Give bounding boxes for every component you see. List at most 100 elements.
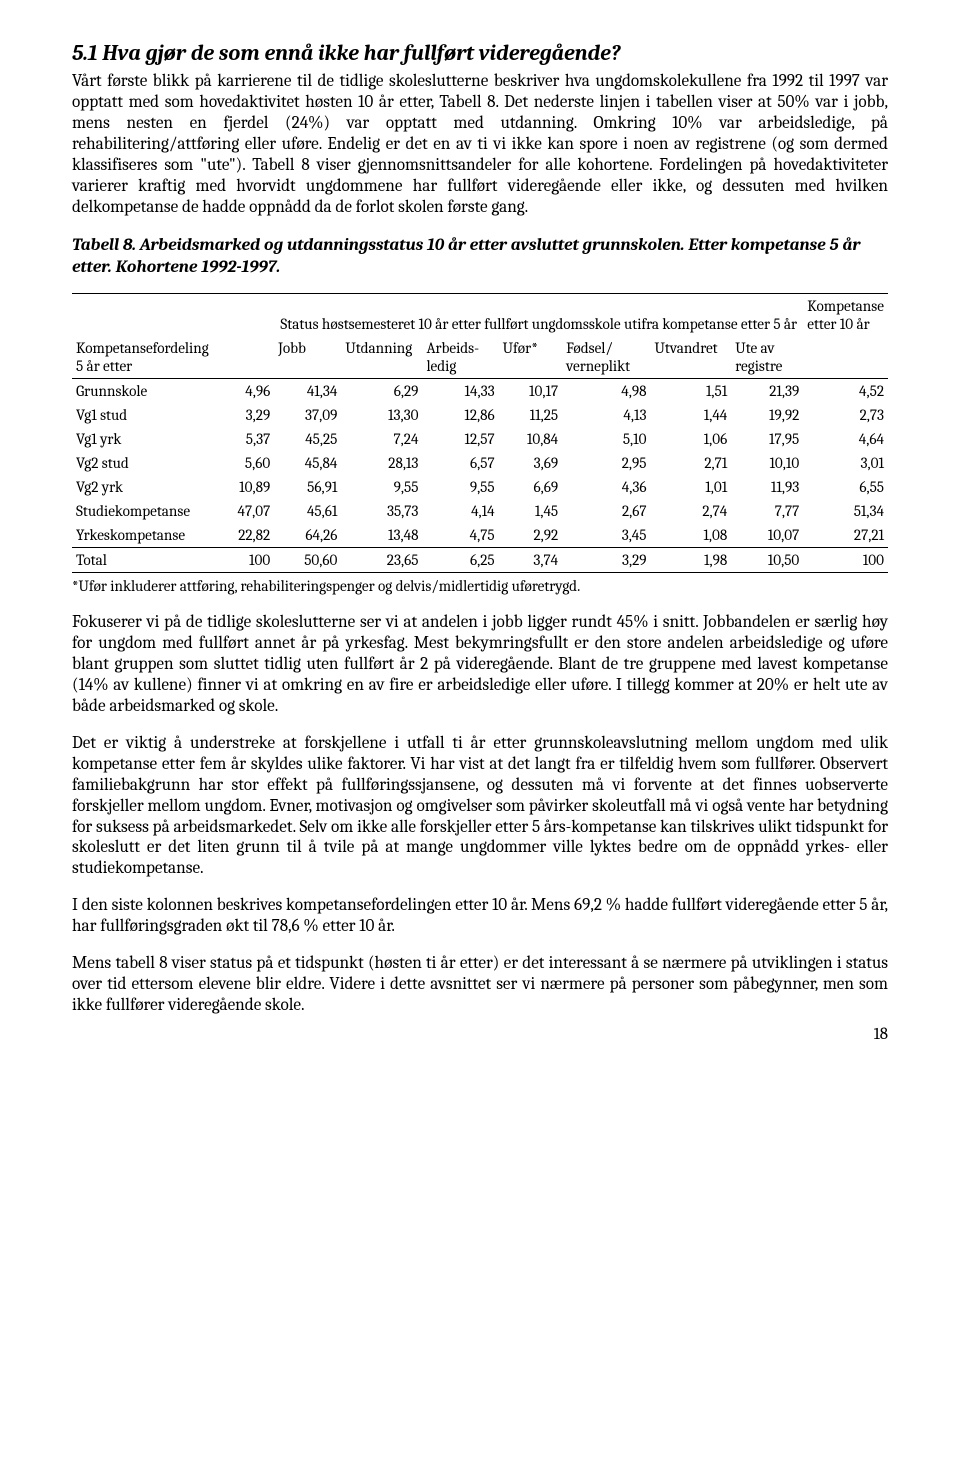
cell: 64,26: [274, 523, 341, 548]
col-jobb: Jobb: [274, 336, 341, 379]
row-dist: 10,89: [218, 475, 274, 499]
para-1: Vårt første blikk på karrierene til de t…: [72, 72, 888, 219]
cell: 4,13: [562, 403, 650, 427]
col-ufor: Ufør*: [499, 336, 563, 379]
table-header-cols: Kompetansefordeling 5 år etter Jobb Utda…: [72, 336, 888, 379]
cell: 1,01: [651, 475, 732, 499]
cell: 7,77: [731, 499, 803, 523]
row-label: Vg1 stud: [72, 403, 218, 427]
table-8: Status høstsemesteret 10 år etter fullfø…: [72, 293, 888, 573]
table-header-group: Status høstsemesteret 10 år etter fullfø…: [72, 293, 888, 336]
table-row: Total10050,6023,656,253,743,291,9810,501…: [72, 547, 888, 572]
row-dist: 100: [218, 547, 274, 572]
cell: 3,45: [562, 523, 650, 548]
rhl1: Kompetansefordeling: [76, 339, 209, 357]
cell: 37,09: [274, 403, 341, 427]
cell: 2,92: [499, 523, 563, 548]
table-caption: Tabell 8. Arbeidsmarked og utdanningssta…: [72, 235, 888, 279]
cell: 1,44: [651, 403, 732, 427]
cell: 12,57: [422, 427, 498, 451]
rhl2: 5 år etter: [76, 357, 132, 375]
cell: 21,39: [731, 378, 803, 403]
group-header-text: Status høstsemesteret 10 år etter fullfø…: [280, 315, 797, 333]
cell: 13,30: [341, 403, 422, 427]
cell: 45,25: [274, 427, 341, 451]
row-dist: 3,29: [218, 403, 274, 427]
row-dist: 22,82: [218, 523, 274, 548]
cell: 5,10: [562, 427, 650, 451]
para-4: I den siste kolonnen beskrives kompetans…: [72, 896, 888, 938]
table-body: Grunnskole4,9641,346,2914,3310,174,981,5…: [72, 378, 888, 572]
group-header-komp: Kompetanse etter 10 år: [803, 293, 888, 336]
cell: 19,92: [731, 403, 803, 427]
cell: 4,14: [422, 499, 498, 523]
cell: 2,74: [651, 499, 732, 523]
cell: 35,73: [341, 499, 422, 523]
row-label: Yrkeskompetanse: [72, 523, 218, 548]
cell: 1,51: [651, 378, 732, 403]
table-row: Studiekompetanse47,0745,6135,734,141,452…: [72, 499, 888, 523]
row-label: Studiekompetanse: [72, 499, 218, 523]
cell: 9,55: [422, 475, 498, 499]
cell: 2,67: [562, 499, 650, 523]
cell: 10,50: [731, 547, 803, 572]
para-5: Mens tabell 8 viser status på et tidspun…: [72, 954, 888, 1017]
row-header-label: Kompetansefordeling 5 år etter: [72, 336, 218, 379]
cell: 13,48: [341, 523, 422, 548]
table-row: Vg2 stud5,6045,8428,136,573,692,952,7110…: [72, 451, 888, 475]
col-fodsel: Fødsel/verneplikt: [562, 336, 650, 379]
cell: 4,36: [562, 475, 650, 499]
page: 5.1 Hva gjør de som ennå ikke har fullfø…: [0, 0, 960, 1084]
cell: 23,65: [341, 547, 422, 572]
row-k10: 6,55: [803, 475, 888, 499]
table-footnote: *Ufør inkluderer attføring, rehabiliteri…: [72, 577, 888, 595]
cell: 10,10: [731, 451, 803, 475]
cell: 2,71: [651, 451, 732, 475]
cell: 6,29: [341, 378, 422, 403]
cell: 17,95: [731, 427, 803, 451]
cell: 45,61: [274, 499, 341, 523]
table-row: Grunnskole4,9641,346,2914,3310,174,981,5…: [72, 378, 888, 403]
row-k10: 3,01: [803, 451, 888, 475]
cell: 4,98: [562, 378, 650, 403]
cell: 11,93: [731, 475, 803, 499]
row-k10: 100: [803, 547, 888, 572]
cell: 2,95: [562, 451, 650, 475]
cell: 11,25: [499, 403, 563, 427]
cell: 1,08: [651, 523, 732, 548]
row-label: Total: [72, 547, 218, 572]
row-dist: 4,96: [218, 378, 274, 403]
row-dist: 47,07: [218, 499, 274, 523]
page-number: 18: [72, 1025, 888, 1044]
cell: 3,69: [499, 451, 563, 475]
cell: 41,34: [274, 378, 341, 403]
cell: 6,57: [422, 451, 498, 475]
cell: 1,06: [651, 427, 732, 451]
group-header-right-2: etter 10 år: [807, 315, 869, 333]
col-utdanning-t: Utdanning: [345, 339, 412, 357]
cell: 12,86: [422, 403, 498, 427]
cell: 6,25: [422, 547, 498, 572]
row-k10: 2,73: [803, 403, 888, 427]
cell: 9,55: [341, 475, 422, 499]
row-label: Vg2 stud: [72, 451, 218, 475]
col-utvandret: Utvandret: [651, 336, 732, 379]
row-k10: 4,64: [803, 427, 888, 451]
row-k10: 4,52: [803, 378, 888, 403]
table-row: Vg1 yrk5,3745,257,2412,5710,845,101,0617…: [72, 427, 888, 451]
row-k10: 27,21: [803, 523, 888, 548]
col-utdanning: Utdanning: [341, 336, 422, 379]
cell: 6,69: [499, 475, 563, 499]
row-label: Vg2 yrk: [72, 475, 218, 499]
cell: 7,24: [341, 427, 422, 451]
cell: 3,29: [562, 547, 650, 572]
cell: 3,74: [499, 547, 563, 572]
para-2: Fokuserer vi på de tidlige skolesluttern…: [72, 613, 888, 718]
group-header-right-1: Kompetanse: [807, 297, 884, 315]
row-dist: 5,37: [218, 427, 274, 451]
cell: 28,13: [341, 451, 422, 475]
cell: 10,17: [499, 378, 563, 403]
cell: 1,98: [651, 547, 732, 572]
section-title: 5.1 Hva gjør de som ennå ikke har fullfø…: [72, 40, 888, 66]
row-label: Grunnskole: [72, 378, 218, 403]
